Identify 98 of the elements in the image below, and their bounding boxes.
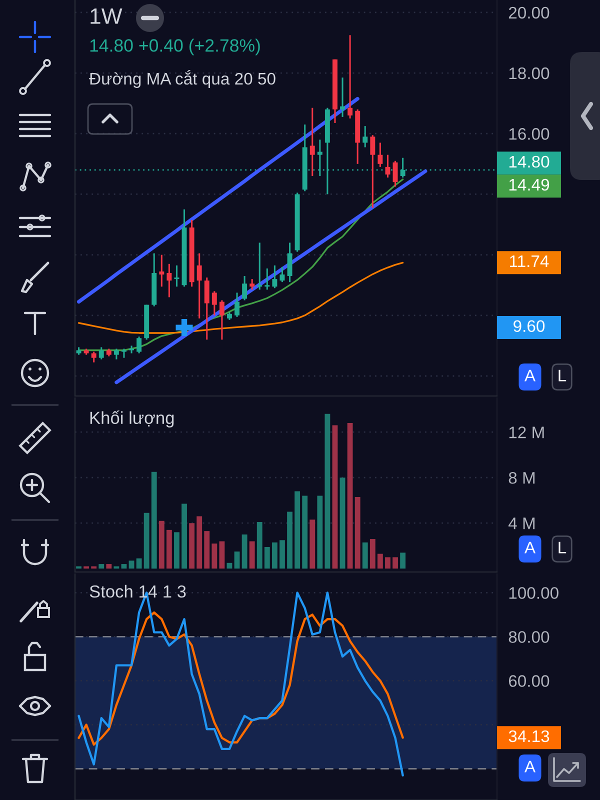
bar <box>302 496 308 569</box>
candlestick <box>257 242 262 290</box>
bar <box>76 566 82 569</box>
candlestick <box>272 264 278 289</box>
bar <box>256 522 262 569</box>
candlestick <box>136 336 142 354</box>
bar <box>212 544 218 569</box>
y-tick-label: 100.00 <box>509 587 558 599</box>
y-tick-label: 60.00 <box>508 675 550 687</box>
text: 14.49 <box>509 178 550 191</box>
y-tick-label: 80.00 <box>508 631 550 643</box>
candlestick <box>340 76 346 118</box>
candlestick <box>98 346 104 360</box>
bar <box>354 496 360 569</box>
text: 14.80 +0.40 (+2.78%) <box>90 38 260 56</box>
candlestick <box>362 125 368 148</box>
ref-line-label: 14.80 <box>509 156 550 168</box>
bar <box>324 414 330 569</box>
candlestick <box>287 242 292 283</box>
candlestick <box>264 268 270 290</box>
text: A <box>524 370 536 382</box>
bar <box>174 532 180 569</box>
candlestick <box>250 278 255 290</box>
bar <box>294 491 300 569</box>
candlestick <box>212 290 217 316</box>
text: L <box>558 542 566 554</box>
bar <box>151 472 157 569</box>
bar <box>310 520 316 569</box>
bar <box>377 554 383 569</box>
bar <box>332 425 338 569</box>
legend-title: Đường MA cắt qua 20 50 <box>89 70 276 88</box>
text: L <box>558 370 566 382</box>
candlestick <box>174 264 180 288</box>
candlestick <box>166 263 172 298</box>
bar <box>114 566 120 569</box>
candlestick <box>310 107 315 177</box>
bar <box>84 566 90 569</box>
text: A <box>524 760 536 772</box>
bar <box>98 564 104 569</box>
y-tick-label: 16.00 <box>509 128 550 140</box>
line-series <box>114 169 428 384</box>
bar <box>400 552 406 569</box>
candlestick <box>370 134 376 209</box>
text: Khối lượng <box>90 410 174 428</box>
candlestick <box>348 34 353 120</box>
bar <box>264 546 270 569</box>
bar <box>347 423 353 569</box>
bar <box>166 530 172 569</box>
bar <box>249 541 255 569</box>
bar <box>287 512 292 569</box>
bar <box>121 564 127 569</box>
bar <box>392 557 398 569</box>
bar <box>317 496 323 569</box>
text: 34.13 <box>508 730 550 742</box>
y-tick-label: 8 M <box>508 472 535 484</box>
candlestick <box>159 254 164 288</box>
chart-title: 1W <box>90 8 122 24</box>
candlestick <box>242 275 248 302</box>
candlestick <box>234 292 240 318</box>
y-tick-label: 18.00 <box>509 67 550 80</box>
y-tick-label: 20.00 <box>508 6 550 19</box>
y-tick-label: 12 M <box>509 426 544 438</box>
bar <box>196 516 202 569</box>
y-tick-label: 4 M <box>508 518 535 530</box>
bar <box>204 531 210 569</box>
bar <box>370 539 376 569</box>
candlestick <box>91 351 96 364</box>
bar <box>136 558 142 569</box>
bar <box>128 560 134 569</box>
bar <box>242 534 248 569</box>
bar <box>272 542 278 569</box>
line-series <box>78 611 404 746</box>
candlestick <box>204 276 210 340</box>
bar <box>182 504 187 569</box>
chart-title: Stoch 14 1 3 <box>90 584 186 598</box>
text: A <box>524 542 536 554</box>
bar <box>362 542 368 569</box>
bar <box>340 478 346 569</box>
bar <box>385 557 390 569</box>
bar <box>234 552 240 569</box>
bar <box>189 523 195 569</box>
bar <box>280 540 285 569</box>
candlestick <box>392 160 398 188</box>
candlestick <box>385 154 390 178</box>
candlestick <box>219 299 224 340</box>
candlestick <box>196 252 202 320</box>
bar <box>158 520 164 569</box>
bar <box>219 541 225 569</box>
candlestick <box>114 348 119 360</box>
line-series <box>76 96 360 304</box>
bar <box>144 512 150 569</box>
candlestick <box>378 142 383 168</box>
bar <box>91 566 97 569</box>
candlestick <box>121 348 126 359</box>
text: 9.60 <box>514 320 545 332</box>
text: 11.74 <box>510 256 549 267</box>
bar <box>106 564 112 569</box>
candlestick <box>280 266 285 283</box>
